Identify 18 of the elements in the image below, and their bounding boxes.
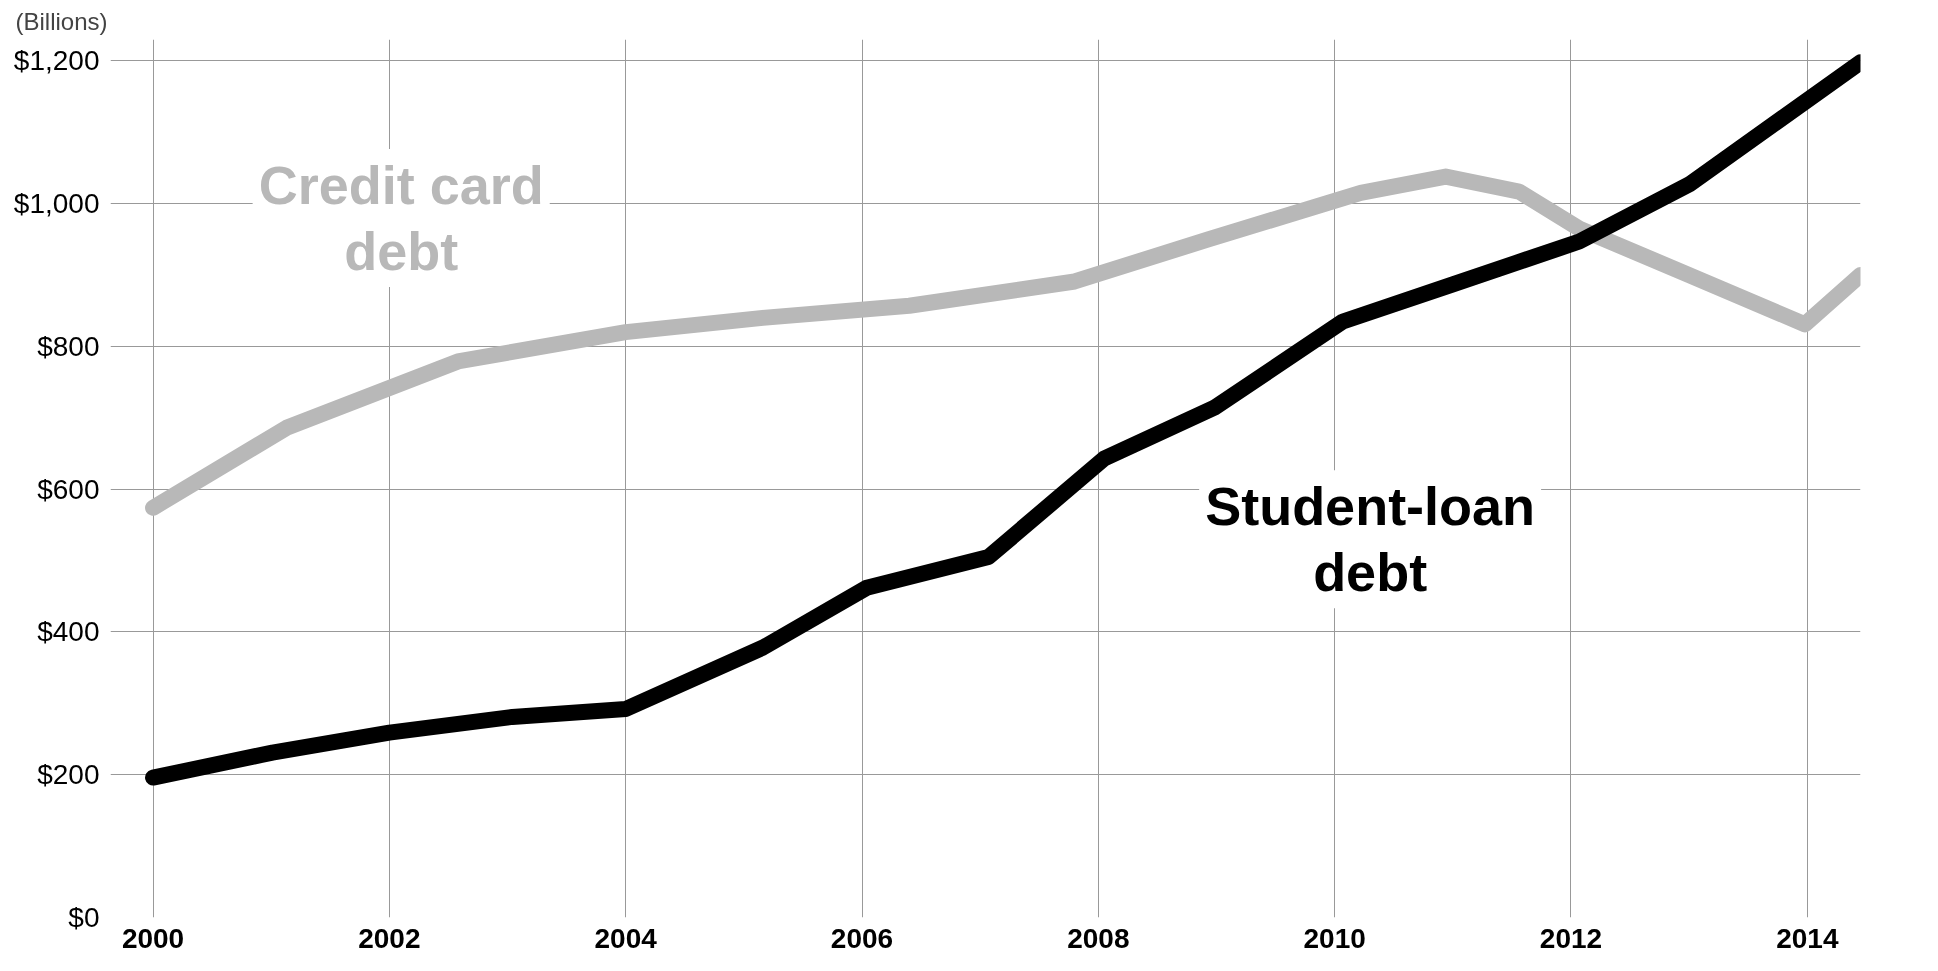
x-tick-label: 2012 [1539,922,1603,954]
y-tick-label: $1,000 [13,188,100,220]
y-tick-label: $200 [37,759,100,791]
x-tick-label: 2002 [358,922,421,954]
x-tick-label: 2010 [1303,922,1366,954]
x-tick-label: 2014 [1776,922,1839,954]
y-tick-label: $600 [37,473,100,505]
y-tick-label: $400 [37,616,100,648]
y-tick-label: $1,200 [13,45,100,77]
series-label: Student-loan debt [1205,476,1536,603]
x-tick-label: 2004 [594,922,658,954]
x-tick-label: 2008 [1067,922,1130,954]
series-label: Credit card debt [258,154,544,281]
y-tick-label: $800 [37,330,100,362]
x-tick-label: 2000 [121,922,185,954]
y-tick-label: $0 [68,902,100,933]
y-axis-title: (Billions) [15,7,108,35]
x-tick-label: 2006 [830,922,894,954]
